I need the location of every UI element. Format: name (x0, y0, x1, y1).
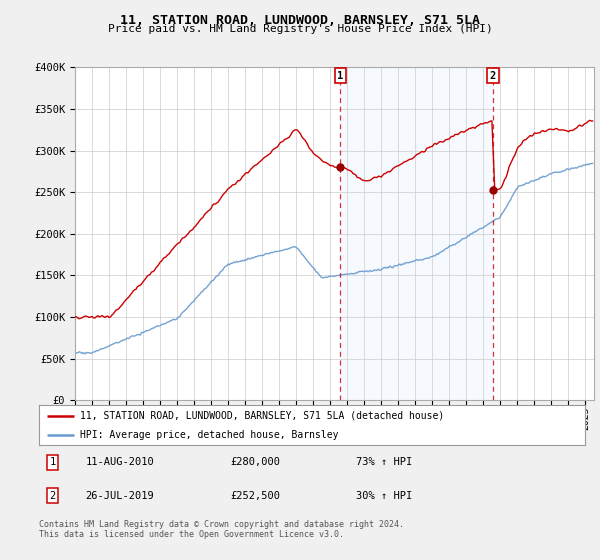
Text: 1: 1 (337, 71, 344, 81)
Text: 11, STATION ROAD, LUNDWOOD, BARNSLEY, S71 5LA: 11, STATION ROAD, LUNDWOOD, BARNSLEY, S7… (120, 14, 480, 27)
Text: £252,500: £252,500 (230, 491, 280, 501)
Text: 30% ↑ HPI: 30% ↑ HPI (356, 491, 412, 501)
Text: 73% ↑ HPI: 73% ↑ HPI (356, 457, 412, 467)
Text: HPI: Average price, detached house, Barnsley: HPI: Average price, detached house, Barn… (80, 430, 338, 440)
Text: Price paid vs. HM Land Registry's House Price Index (HPI): Price paid vs. HM Land Registry's House … (107, 24, 493, 34)
Text: 11, STATION ROAD, LUNDWOOD, BARNSLEY, S71 5LA (detached house): 11, STATION ROAD, LUNDWOOD, BARNSLEY, S7… (80, 411, 444, 421)
Text: 26-JUL-2019: 26-JUL-2019 (85, 491, 154, 501)
Text: 2: 2 (490, 71, 496, 81)
Text: 11-AUG-2010: 11-AUG-2010 (85, 457, 154, 467)
Text: 1: 1 (50, 457, 56, 467)
Text: Contains HM Land Registry data © Crown copyright and database right 2024.
This d: Contains HM Land Registry data © Crown c… (39, 520, 404, 539)
Bar (340, 67, 493, 400)
Text: 2: 2 (50, 491, 56, 501)
Text: £280,000: £280,000 (230, 457, 280, 467)
